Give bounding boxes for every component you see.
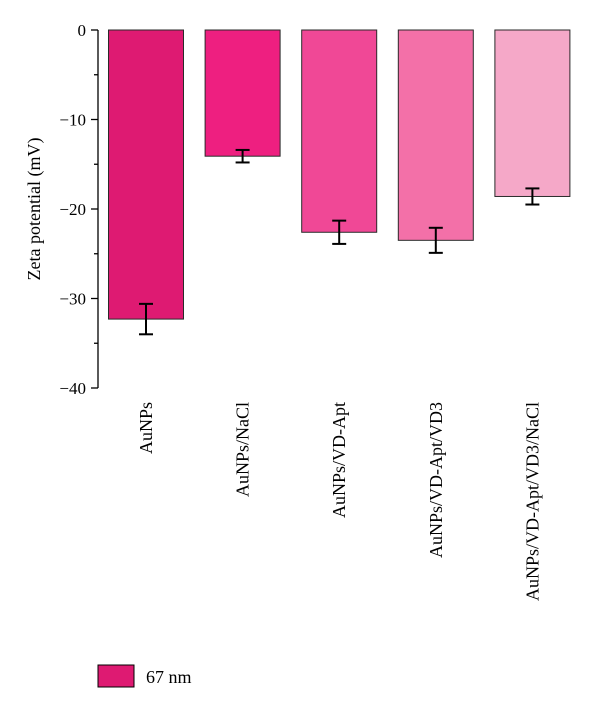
legend-swatch [97, 664, 135, 688]
error-bar [525, 187, 540, 206]
y-tick-label: −30 [59, 290, 86, 309]
bar [301, 29, 378, 233]
x-category-label: AuNPs/VD-Apt/VD3/NaCl [522, 402, 542, 601]
error-bar [235, 148, 250, 164]
x-category-label: AuNPs [136, 402, 156, 454]
y-tick-label: −40 [59, 379, 86, 398]
error-bar [332, 219, 347, 245]
legend-label: 67 nm [146, 667, 192, 687]
legend: 67 nm [97, 664, 192, 688]
bar [494, 29, 571, 197]
y-axis: 0 −10 −20 −30 −40 [59, 21, 99, 398]
x-category-label: AuNPs/VD-Apt/VD3 [426, 402, 446, 558]
bars-group [108, 29, 571, 320]
y-tick-label: 0 [78, 21, 87, 40]
y-tick-label: −20 [59, 200, 86, 219]
x-category-label: AuNPs/NaCl [233, 402, 253, 497]
x-category-label: AuNPs/VD-Apt [329, 402, 349, 518]
x-axis-category-labels: AuNPs AuNPs/NaCl AuNPs/VD-Apt AuNPs/VD-Apt/… [136, 402, 542, 601]
y-tick-label: −10 [59, 111, 86, 130]
error-bar [139, 302, 153, 336]
y-axis-title: Zeta potential (mV) [24, 138, 45, 281]
bar [204, 29, 281, 157]
bar [397, 29, 474, 241]
error-bars-group [139, 148, 540, 336]
error-bar [428, 226, 443, 254]
bar [108, 29, 184, 320]
